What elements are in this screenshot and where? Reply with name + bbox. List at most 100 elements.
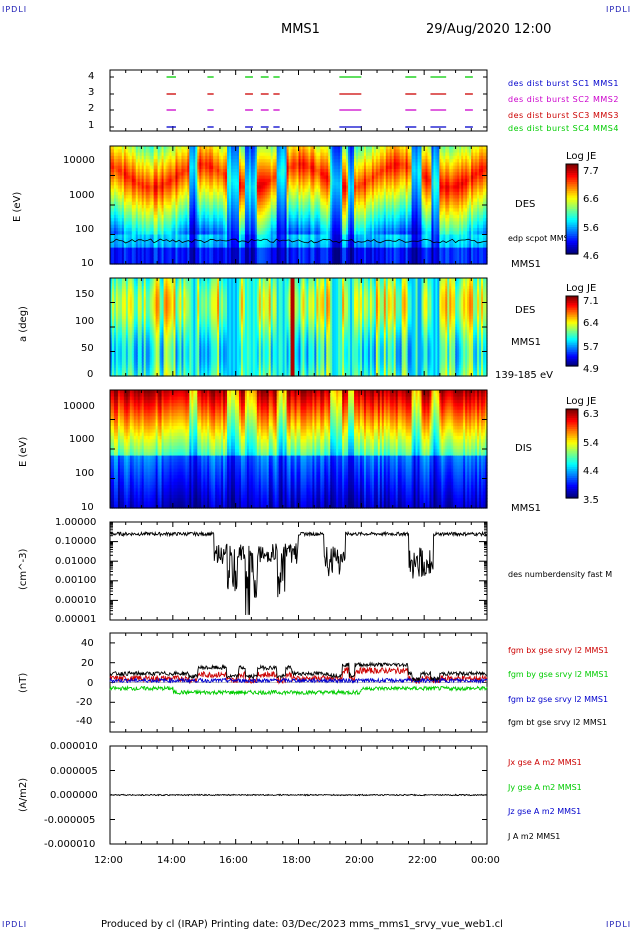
p2-spectrogram-cell — [145, 172, 149, 177]
p2-spectrogram-cell — [203, 149, 206, 154]
p2-ytick-1000: 1000 — [69, 190, 94, 201]
p2-spectrogram-cell — [149, 168, 153, 173]
p2-spectrogram-cell — [133, 188, 137, 193]
p2-spectrogram-cell — [127, 211, 131, 216]
p2-spectrogram-cell — [159, 168, 163, 173]
p2-spectrogram-cell — [215, 244, 218, 249]
p2-spectrogram-cell — [121, 247, 125, 252]
p2-spectrogram-cell — [223, 241, 226, 245]
p2-spectrogram-cell — [127, 162, 131, 167]
p2-spectrogram-cell — [193, 201, 196, 206]
p2-spectrogram-cell — [191, 218, 194, 222]
p2-spectrogram-cell — [197, 172, 200, 177]
p2-spectrogram-cell — [193, 155, 196, 160]
p2-spectrogram-cell — [165, 231, 169, 236]
p2-spectrogram-cell — [129, 162, 133, 167]
p2-spectrogram-cell — [193, 168, 196, 173]
p2-spectrogram-cell — [215, 165, 218, 170]
p4-ytick-10: 10 — [81, 502, 94, 513]
p2-spectrogram-cell — [215, 257, 218, 262]
p2-spectrogram-cell — [219, 224, 222, 229]
p2-spectrogram-cell — [147, 159, 151, 163]
p2-spectrogram-cell — [203, 244, 206, 249]
p7-label-jy: Jy gse A m2 MMS1 — [508, 783, 582, 792]
p2-spectrogram-cell — [135, 237, 139, 242]
p2-spectrogram-cell — [207, 182, 210, 186]
p2-spectrogram-cell — [149, 254, 153, 259]
p2-spectrogram-cell — [121, 182, 125, 186]
p2-spectrogram-cell — [199, 244, 202, 249]
p2-spectrogram-cell — [127, 172, 131, 177]
p2-spectrogram-cell — [131, 195, 135, 200]
p2-spectrogram-cell — [191, 152, 194, 157]
p2-spectrogram-cell — [171, 211, 175, 216]
p2-spectrogram-cell — [119, 260, 123, 265]
p2-spectrogram-cell — [155, 178, 159, 183]
p2-spectrogram-cell — [149, 234, 153, 239]
p2-spectrogram-cell — [203, 175, 206, 180]
p2-spectrogram-cell — [121, 205, 125, 209]
p2-spectrogram-cell — [117, 250, 121, 255]
p2-spectrogram-cell — [133, 152, 137, 157]
p2-spectrogram-cell — [165, 159, 169, 163]
p2-spectrogram-cell — [155, 241, 159, 245]
p2-spectrogram-cell — [211, 168, 214, 173]
p2-spectrogram-cell — [119, 191, 123, 196]
p2-spectrogram-cell — [169, 241, 173, 245]
p2-spectrogram-cell — [125, 214, 129, 219]
p2-spectrogram-cell — [201, 155, 204, 160]
p2-spectrogram-cell — [119, 234, 123, 239]
p2-spectrogram-cell — [139, 191, 143, 196]
p2-spectrogram-cell — [191, 185, 194, 190]
p2-spectrogram-cell — [199, 208, 202, 213]
p2-spectrogram-cell — [161, 211, 165, 216]
p2-spectrogram-cell — [205, 165, 208, 170]
p2-spectrogram-cell — [115, 257, 119, 262]
p2-spectrogram-cell — [153, 260, 157, 265]
p2-spectrogram-cell — [197, 182, 200, 186]
p2-spectrogram-cell — [111, 244, 115, 249]
p2-spectrogram-cell — [181, 208, 185, 213]
p2-spectrogram-cell — [121, 214, 125, 219]
p2-spectrogram-cell — [113, 205, 117, 209]
p2-spectrogram-cell — [163, 155, 167, 160]
p2-spectrogram-cell — [219, 185, 222, 190]
p2-spectrogram-cell — [119, 208, 123, 213]
p2-spectrogram-cell — [155, 231, 159, 236]
p2-spectrogram-cell — [135, 165, 139, 170]
p2-spectrogram-cell — [191, 172, 194, 177]
p2-spectrogram-cell — [225, 198, 228, 203]
p2-spectrogram-cell — [191, 205, 194, 209]
p2-spectrogram-cell — [191, 208, 194, 213]
p2-spectrogram-cell — [153, 152, 157, 157]
p2-spectrogram-cell — [185, 152, 188, 157]
p2-spectrogram-cell — [223, 257, 226, 262]
p7-ytick-4: -0.000010 — [44, 839, 95, 850]
p2-spectrogram-cell — [177, 247, 181, 252]
p2-spectrogram-cell — [121, 231, 125, 236]
p2-spectrogram-cell — [153, 175, 157, 180]
p2-spectrogram-cell — [151, 162, 155, 167]
p2-spectrogram-cell — [111, 257, 115, 262]
p2-spectrogram-cell — [133, 168, 137, 173]
p4-cb-tick-3: 3.5 — [583, 495, 599, 506]
p2-spectrogram-cell — [195, 221, 198, 226]
p2-spectrogram-cell — [199, 221, 202, 226]
p2-spectrogram-cell — [117, 205, 121, 209]
p2-spectrogram-cell — [185, 175, 188, 180]
p2-spectrogram-cell — [171, 227, 175, 232]
p2-spectrogram-cell — [207, 159, 210, 163]
p2-spectrogram-cell — [123, 175, 127, 180]
p2-spectrogram-cell — [155, 155, 159, 160]
p2-spectrogram-cell — [187, 188, 190, 193]
p2-spectrogram-cell — [183, 208, 186, 213]
p2-spectrogram-cell — [121, 175, 125, 180]
p2-spectrogram-cell — [110, 159, 113, 163]
p2-spectrogram-cell — [163, 188, 167, 193]
p2-spectrogram-cell — [201, 224, 204, 229]
p2-spectrogram-cell — [169, 231, 173, 236]
p2-spectrogram-cell — [175, 182, 179, 186]
p2-spectrogram-cell — [123, 191, 127, 196]
p2-spectrogram-cell — [165, 218, 169, 222]
p2-spectrogram-cell — [135, 168, 139, 173]
